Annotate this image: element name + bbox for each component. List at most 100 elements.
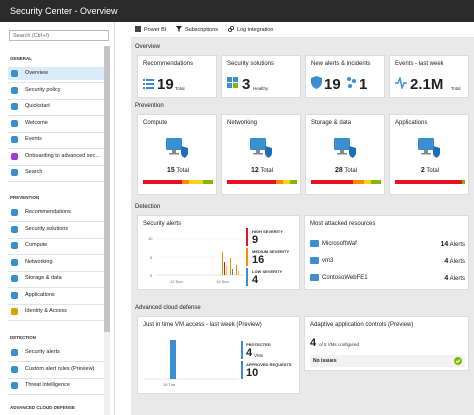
security-solutions-tile[interactable]: Security solutions 3 Healthy — [221, 55, 301, 98]
sidebar-general-item-label: Search — [25, 169, 43, 175]
aac-status-text: No issues — [313, 358, 337, 364]
sidebar-detection-item[interactable]: Threat intelligence — [8, 379, 104, 392]
sidebar-prevention-item[interactable]: Compute — [8, 239, 104, 252]
sidebar-general-item[interactable]: Overview — [8, 67, 104, 80]
approved-label: APPROVED REQUESTS — [246, 362, 292, 367]
applications-icon — [418, 138, 440, 158]
prevention-tile[interactable]: Applications 2 Total — [389, 114, 469, 195]
subscriptions-button[interactable]: Subscriptions — [176, 26, 218, 33]
prevention-tile[interactable]: Storage & data 28 Total — [305, 114, 385, 195]
solutions-icon — [227, 77, 238, 88]
sidebar-prevention-item[interactable]: Storage & data — [8, 272, 104, 285]
high-severity-label: HIGH SEVERITY — [252, 229, 283, 234]
search-input[interactable]: Search (Ctrl+/) — [9, 30, 109, 41]
prevention-section-header: PREVENTION — [10, 195, 40, 200]
alerts-icon — [11, 349, 18, 356]
sidebar-prevention-item[interactable]: Recommendations — [8, 206, 104, 219]
alerts-y-tick: 0 — [150, 273, 153, 278]
welcome-icon — [11, 119, 18, 127]
nav-divider — [8, 221, 104, 222]
attacked-resource-row[interactable]: ContosoWebFE1 4 Alerts — [310, 272, 465, 284]
severity-bar-segment — [227, 180, 276, 184]
compute-icon — [11, 242, 18, 249]
pulse-icon — [395, 77, 407, 89]
prevention-tile-count: 15 — [166, 167, 175, 174]
jit-vm-access-tile[interactable]: Just in time VM access - last week (Prev… — [137, 316, 300, 394]
threat-icon — [11, 382, 18, 389]
jit-chart — [144, 340, 239, 380]
power-bi-button[interactable]: Power BI — [135, 26, 166, 33]
resource-name: vm3 — [322, 258, 334, 264]
recommendations-tile[interactable]: Recommendations 19 Total — [137, 55, 217, 98]
security-alerts-tile[interactable]: Security alerts 10 5 0 12 Sun 19 Sun HIG… — [137, 215, 300, 290]
alerts-x-tick: 19 Sun — [216, 279, 229, 284]
prevention-tile[interactable]: Networking 12 Total — [221, 114, 301, 195]
nav-divider — [8, 287, 104, 288]
alerts-y-tick: 10 — [148, 236, 153, 241]
attacked-resource-row[interactable]: MicrosoftWaf 14 Alerts — [310, 238, 465, 250]
most-attacked-tile-title: Most attacked resources — [310, 221, 376, 227]
severity-bar-segment — [181, 180, 189, 184]
severity-bar-segment — [188, 180, 203, 184]
adaptive-app-controls-tile[interactable]: Adaptive application controls (Preview) … — [304, 316, 469, 371]
networking-icon — [11, 258, 18, 266]
severity-bar — [227, 180, 297, 184]
events-tile[interactable]: Events - last week 2.1M Total — [389, 55, 469, 98]
filter-icon — [176, 26, 182, 32]
alerts-x-tick: 12 Sun — [170, 279, 183, 284]
severity-bar-segment — [370, 180, 381, 184]
incidents-icon — [347, 77, 356, 88]
sidebar-prevention-item-label: Identity & Access — [25, 308, 67, 314]
sidebar-general-item[interactable]: Security policy — [8, 84, 104, 97]
sidebar-general-item[interactable]: Welcome — [8, 117, 104, 130]
log-integration-button[interactable]: Log integration — [228, 26, 273, 33]
most-attacked-tile[interactable]: Most attacked resources MicrosoftWaf 14 A… — [304, 215, 469, 290]
aac-configured-text: of 5 VMs configured — [319, 342, 360, 347]
identity-icon — [11, 308, 18, 315]
nav-divider — [8, 303, 104, 305]
storage-icon — [334, 138, 356, 158]
recommendations-tile-title: Recommendations — [143, 61, 194, 67]
sidebar-general-item[interactable]: Onboarding to advanced sec... — [8, 150, 104, 163]
resource-alert-count: 4 — [444, 258, 449, 265]
alerts-incidents-tile[interactable]: New alerts & incidents 19 1 — [305, 55, 385, 98]
sidebar-prevention-item-label: Storage & data — [25, 275, 62, 281]
sidebar-prevention-item[interactable]: Identity & Access — [8, 305, 104, 318]
detection-section-title: Detection — [135, 204, 161, 210]
vm-icon — [310, 274, 319, 281]
shield-icon — [311, 76, 322, 89]
sidebar-prevention-item[interactable]: Applications — [8, 289, 104, 302]
aac-status-row[interactable]: No issues — [310, 355, 465, 367]
sidebar-general-item-label: Overview — [25, 70, 48, 76]
sidebar-detection-item[interactable]: Custom alert rules (Preview) — [8, 363, 104, 376]
sidebar-prevention-item[interactable]: Networking — [8, 256, 104, 269]
sidebar-general-item[interactable]: Quickstart — [8, 100, 104, 113]
resource-alert-unit: Alerts — [449, 276, 465, 282]
low-severity-count: 4 — [252, 274, 259, 286]
prevention-tile-title: Networking — [227, 120, 258, 126]
sidebar-general-item[interactable]: Search — [8, 166, 104, 179]
solutions-icon — [11, 225, 18, 233]
prevention-tile[interactable]: Compute 15 Total — [137, 114, 217, 195]
vm-icon — [310, 240, 319, 247]
sidebar-prevention-item[interactable]: Security solutions — [8, 223, 104, 236]
advanced-section-header: ADVANCED CLOUD DEFENSE — [10, 405, 75, 410]
sidebar-general-item-label: Events — [25, 136, 42, 142]
prevention-tile-count: 28 — [334, 167, 343, 174]
aac-tile-title: Adaptive application controls (Preview) — [310, 322, 414, 328]
sidebar-prevention-item-label: Security solutions — [25, 225, 69, 232]
subscriptions-label: Subscriptions — [185, 27, 219, 33]
low-severity-marker — [246, 268, 248, 286]
sidebar-detection-item[interactable]: Security alerts — [8, 346, 104, 359]
sidebar-scrollbar-thumb[interactable] — [104, 46, 110, 332]
list-icon — [143, 79, 154, 89]
alerts-y-tick: 5 — [150, 255, 153, 260]
nav-divider — [8, 131, 104, 133]
storage-icon — [11, 275, 18, 282]
prevention-tile-count: 2 — [420, 167, 425, 174]
power-bi-label: Power BI — [144, 27, 167, 33]
attacked-resource-row[interactable]: vm3 4 Alerts — [310, 255, 465, 267]
sidebar-general-item[interactable]: Events — [8, 133, 104, 146]
severity-bar-segment — [143, 180, 182, 184]
high-severity-marker — [246, 228, 248, 246]
